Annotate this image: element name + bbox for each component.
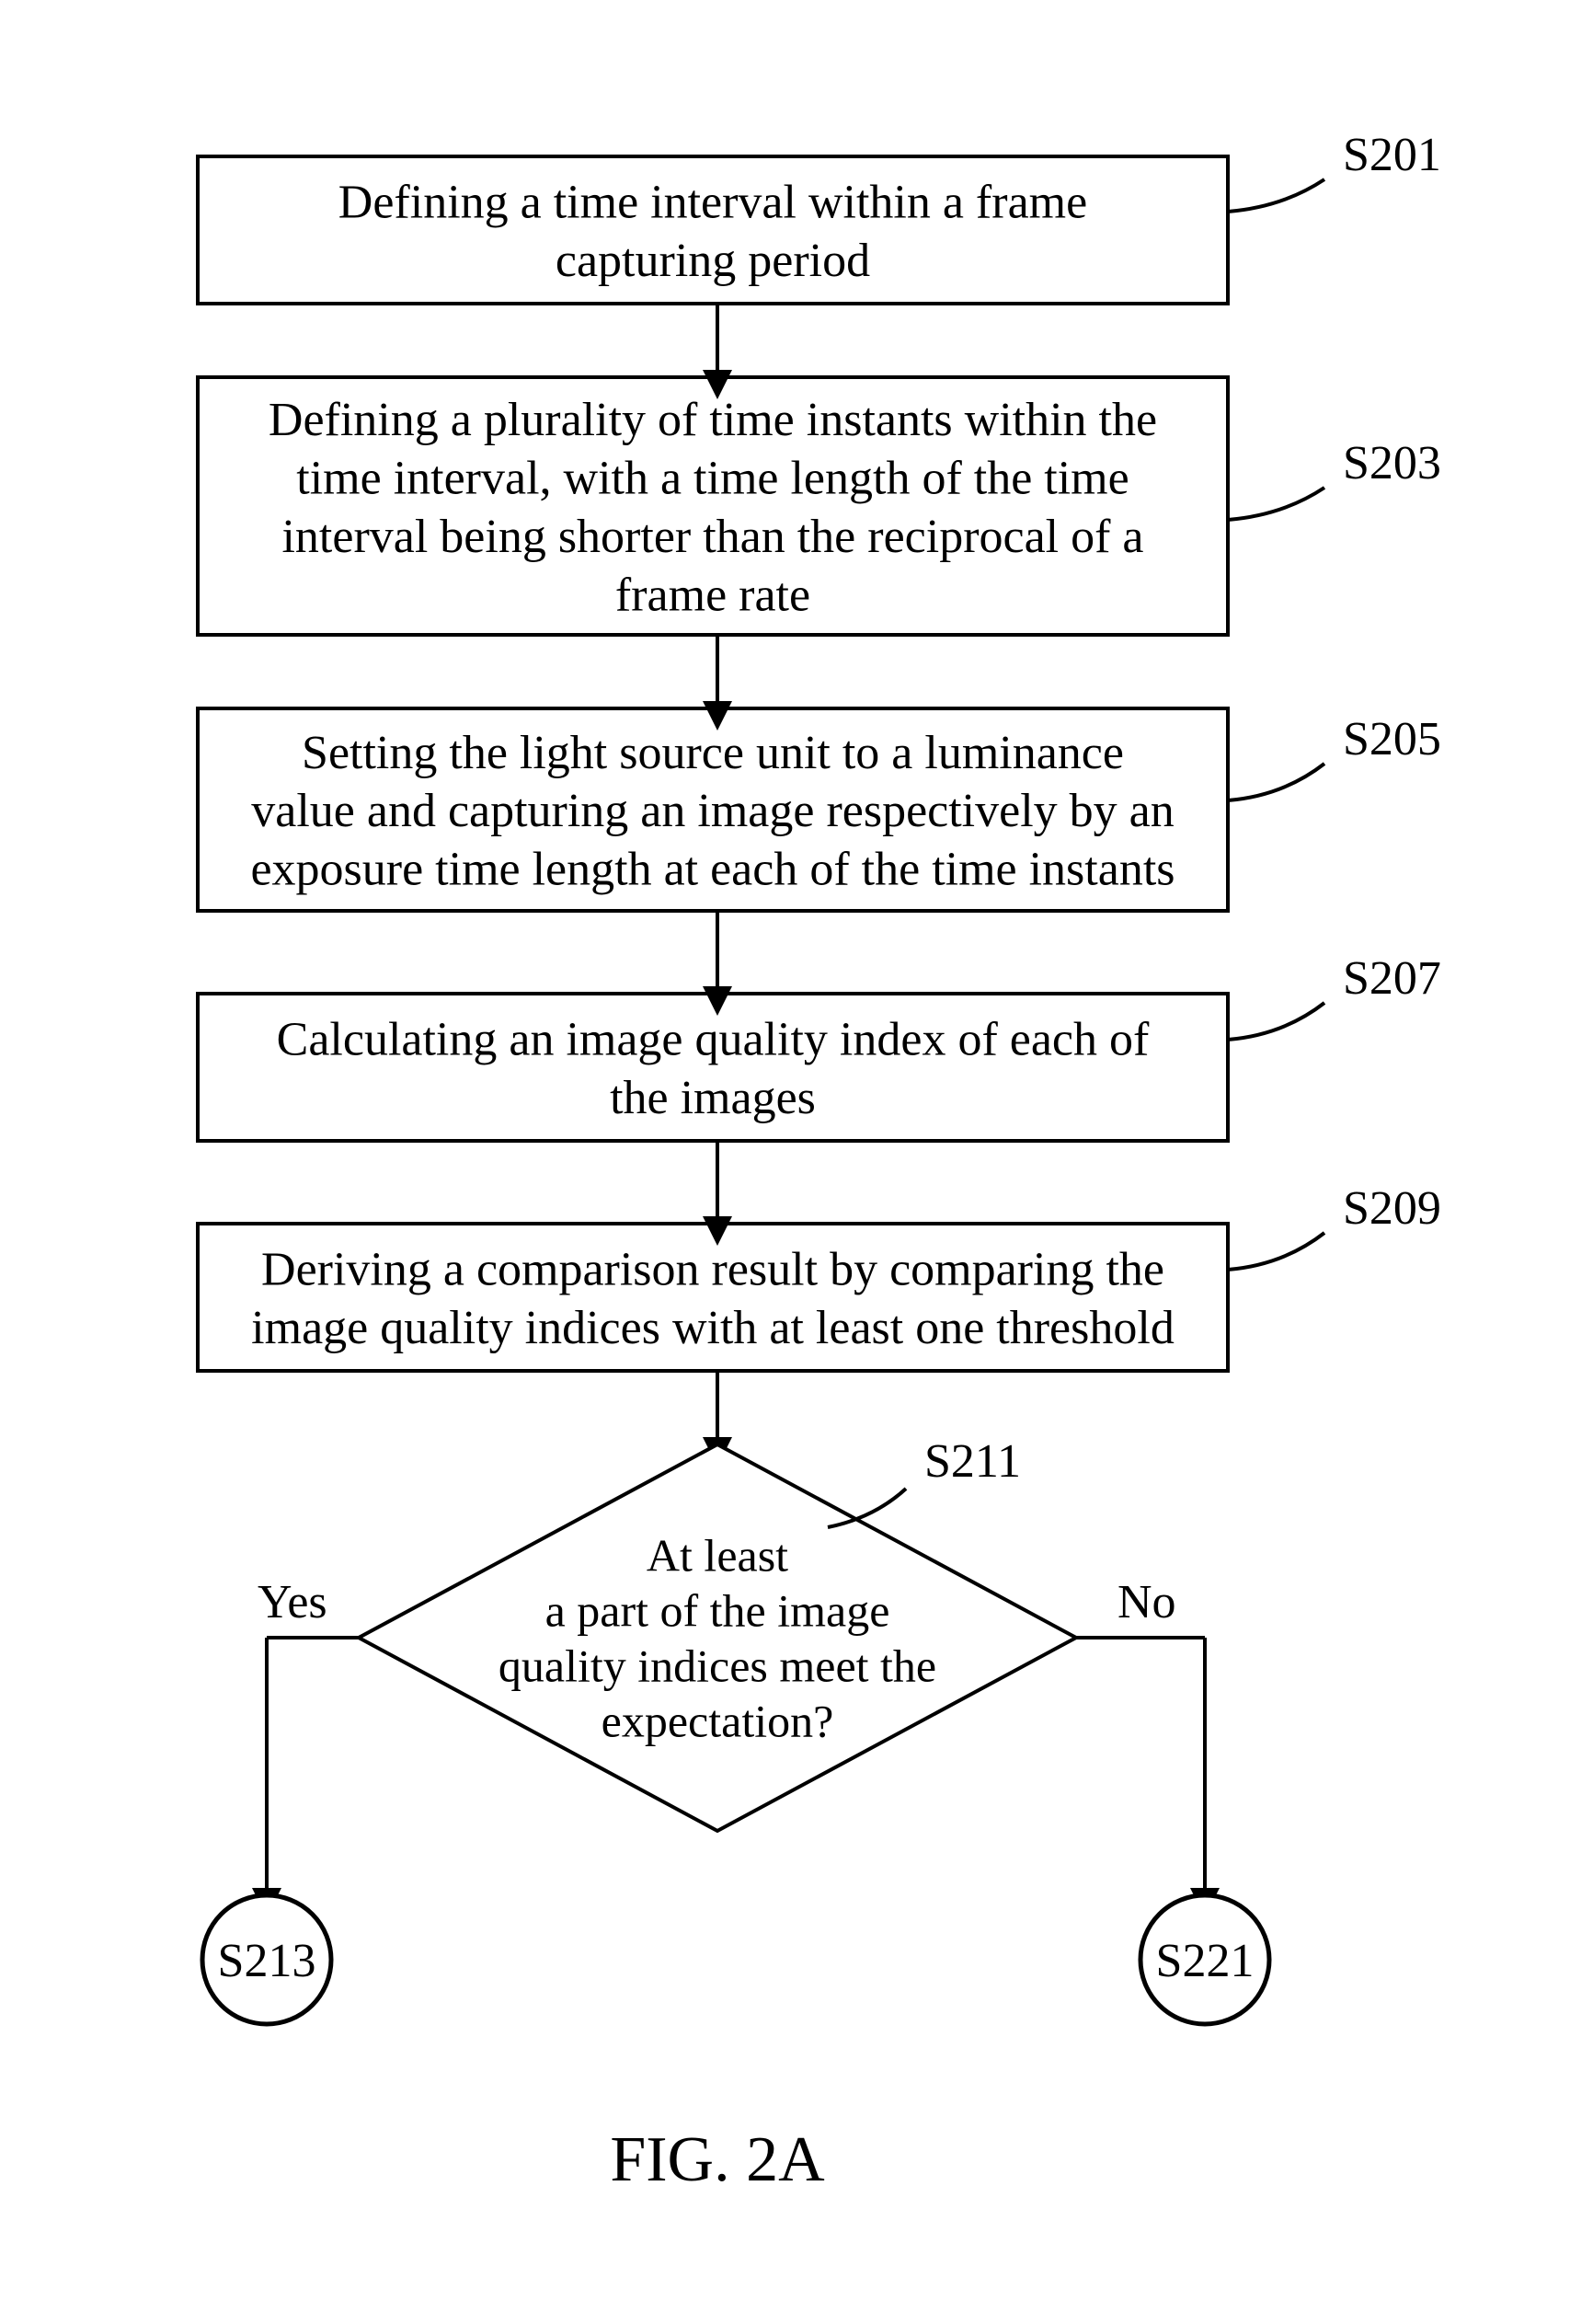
svg-text:value and capturing an image r: value and capturing an image respectivel… <box>251 785 1175 837</box>
step-label: S207 <box>1343 952 1441 1005</box>
svg-text:image quality indices with at: image quality indices with at least one … <box>251 1302 1175 1354</box>
branch-label-yes: Yes <box>258 1576 327 1628</box>
svg-text:quality indices meet the: quality indices meet the <box>499 1640 936 1692</box>
svg-text:the images: the images <box>610 1072 816 1124</box>
figure-caption: FIG. 2A <box>610 2124 825 2195</box>
svg-text:At least: At least <box>647 1530 788 1582</box>
terminal-label: S213 <box>218 1935 316 1987</box>
svg-text:interval being shorter than th: interval being shorter than the reciproc… <box>281 511 1143 563</box>
step-label: S211 <box>924 1435 1021 1488</box>
step-label: S203 <box>1343 437 1441 489</box>
step-label: S201 <box>1343 129 1441 181</box>
svg-text:frame rate: frame rate <box>615 569 810 621</box>
svg-text:capturing period: capturing period <box>556 235 870 287</box>
svg-text:Setting the light source unit: Setting the light source unit to a lumin… <box>302 727 1124 779</box>
decision-diamond <box>359 1444 1076 1831</box>
svg-text:Deriving a comparison result b: Deriving a comparison result by comparin… <box>261 1243 1164 1295</box>
step-label: S205 <box>1343 713 1441 765</box>
svg-text:time interval, with a time len: time interval, with a time length of the… <box>296 452 1129 504</box>
branch-label-no: No <box>1117 1576 1176 1628</box>
svg-text:expectation?: expectation? <box>602 1696 834 1747</box>
step-label: S209 <box>1343 1182 1441 1235</box>
svg-text:Calculating an image quality i: Calculating an image quality index of ea… <box>277 1013 1150 1065</box>
terminal-label: S221 <box>1156 1935 1255 1987</box>
svg-text:Defining a plurality of time i: Defining a plurality of time instants wi… <box>269 394 1157 446</box>
svg-text:exposure time length at each o: exposure time length at each of the time… <box>250 844 1175 896</box>
svg-text:a part of the image: a part of the image <box>545 1585 890 1637</box>
svg-text:Defining a time interval withi: Defining a time interval within a frame <box>338 176 1087 228</box>
